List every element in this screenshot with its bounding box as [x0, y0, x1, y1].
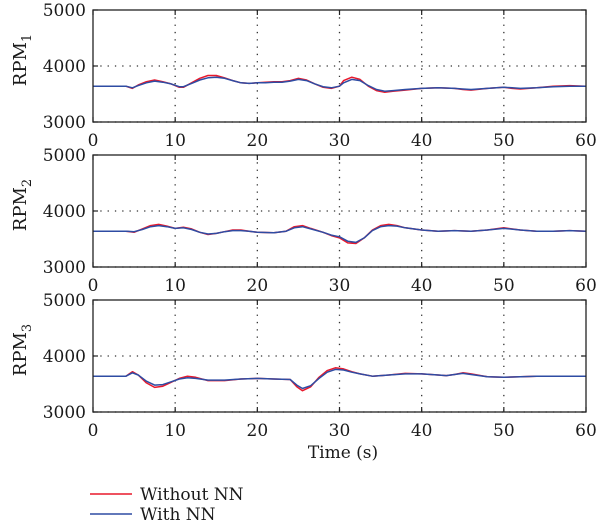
x-tick-label: 0: [88, 421, 99, 441]
panel-1: 0 10 20 30 40 50 60 3000 4000 5000 RPM1: [10, 1, 597, 151]
x-tick-label: 40: [411, 276, 433, 296]
x-tick-label: 20: [247, 276, 269, 296]
x-tick-label: 10: [164, 131, 186, 151]
y-axis-label: RPM1: [10, 34, 35, 86]
panel-2: 0 10 20 30 40 50 60 3000 4000 5000 RPM2: [10, 146, 597, 296]
y-axis-label-sub: 3: [20, 324, 35, 332]
y-tick-label: 5000: [43, 146, 86, 166]
y-axis-label-main: RPM: [10, 42, 31, 86]
y-axis-label: RPM2: [10, 179, 35, 231]
series-line-without-nn: [93, 367, 586, 392]
x-tick-label: 10: [164, 276, 186, 296]
x-tick-label: 60: [575, 421, 597, 441]
series-line-with-nn: [93, 224, 587, 244]
x-tick-label: 0: [88, 276, 99, 296]
x-axis-label: Time (s): [308, 443, 378, 463]
legend-label: With NN: [140, 505, 216, 525]
y-axis-label-sub: 2: [20, 179, 35, 187]
x-tick-label: 60: [575, 276, 597, 296]
y-tick-label: 4000: [43, 347, 86, 367]
y-axis-label-sub: 1: [20, 34, 35, 42]
y-tick-label: 4000: [43, 202, 86, 222]
y-tick-label: 3000: [43, 403, 86, 423]
x-tick-label: 50: [493, 421, 515, 441]
x-tick-label: 40: [411, 131, 433, 151]
series-line-with-nn: [93, 76, 586, 92]
y-tick-label: 4000: [43, 57, 86, 77]
x-tick-label: 20: [247, 421, 269, 441]
y-axis-label-main: RPM: [10, 332, 31, 376]
x-tick-label: 10: [164, 421, 186, 441]
series-line-with-nn: [93, 368, 586, 390]
x-tick-label: 30: [329, 276, 351, 296]
legend-label: Without NN: [140, 485, 244, 505]
x-tick-label: 50: [493, 276, 515, 296]
x-tick-label: 50: [493, 131, 515, 151]
x-tick-label: 30: [329, 131, 351, 151]
x-tick-label: 0: [88, 131, 99, 151]
y-tick-label: 3000: [43, 258, 86, 278]
x-tick-label: 40: [411, 421, 433, 441]
panel-3: 0 10 20 30 40 50 60 3000 4000 5000 RPM3: [10, 291, 597, 441]
y-tick-label: 3000: [43, 113, 86, 133]
y-tick-label: 5000: [43, 1, 86, 21]
y-axis-label: RPM3: [10, 324, 35, 376]
y-axis-label-main: RPM: [10, 187, 31, 231]
y-tick-label: 5000: [43, 291, 86, 311]
x-tick-label: 30: [329, 421, 351, 441]
x-tick-label: 20: [247, 131, 269, 151]
x-tick-label: 60: [575, 131, 597, 151]
